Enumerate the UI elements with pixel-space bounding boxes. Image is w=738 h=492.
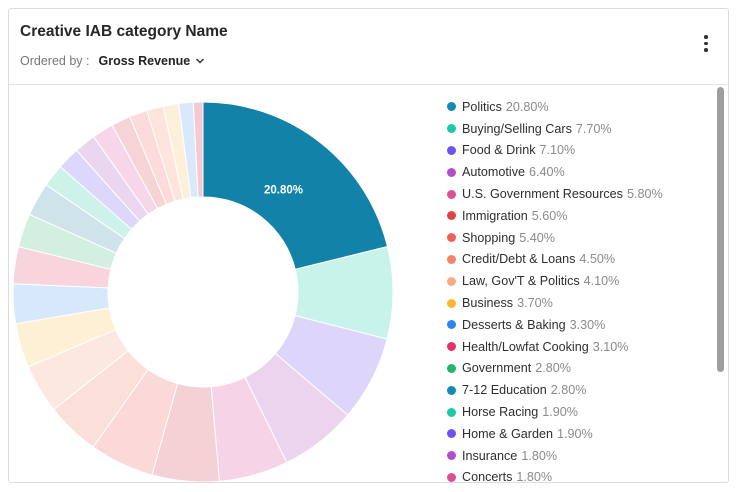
legend-item[interactable]: U.S. Government Resources 5.80% [447, 183, 712, 205]
legend-label: Automotive [462, 165, 525, 180]
legend-swatch [447, 276, 456, 286]
legend-item[interactable]: Politics 20.80% [447, 96, 712, 118]
legend-value: 20.80% [505, 99, 549, 114]
legend-item[interactable]: 7-12 Education 2.80% [447, 379, 712, 401]
legend-item[interactable]: Insurance 1.80% [447, 445, 712, 467]
legend-value: 2.80% [550, 383, 587, 398]
legend-label: Food & Drink [462, 143, 536, 158]
legend-label: 7-12 Education [462, 383, 547, 398]
legend-item[interactable]: Shopping 5.40% [447, 227, 712, 249]
legend-value: 6.40% [529, 165, 565, 180]
legend-value: 5.40% [519, 230, 555, 245]
legend-value: 4.10% [583, 274, 620, 289]
legend-scrollbar[interactable] [717, 87, 724, 372]
chart-card: Creative IAB category Name Ordered by : … [8, 8, 729, 483]
legend-swatch [447, 211, 456, 221]
legend-swatch [447, 472, 456, 482]
donut-chart: 20.80% [12, 101, 394, 482]
legend-value: 3.10% [592, 339, 629, 354]
legend-label: Insurance [462, 448, 518, 463]
legend-label: Politics [462, 99, 502, 114]
legend-value: 5.80% [626, 187, 663, 202]
legend-label: Business [462, 296, 514, 311]
legend-item[interactable]: Desserts & Baking 3.30% [447, 314, 712, 336]
legend-label: U.S. Government Resources [462, 187, 623, 202]
legend-swatch [447, 298, 456, 308]
legend-item[interactable]: Credit/Debt & Loans 4.50% [447, 249, 712, 271]
order-by-label: Ordered by : [20, 54, 90, 68]
legend-swatch [447, 233, 456, 243]
legend-item[interactable]: Government 2.80% [447, 358, 712, 380]
legend-swatch [447, 254, 456, 264]
legend-swatch [447, 320, 456, 330]
legend-swatch [447, 102, 456, 112]
legend-value: 1.80% [516, 470, 553, 483]
card-header: Creative IAB category Name Ordered by : … [9, 9, 728, 85]
legend-value: 7.10% [539, 143, 576, 158]
pie-slice[interactable] [202, 101, 389, 270]
legend-swatch [447, 145, 456, 155]
legend-label: Home & Garden [462, 426, 553, 441]
legend-label: Credit/Debt & Loans [462, 252, 576, 267]
legend-value: 2.80% [535, 361, 572, 376]
legend-value: 4.50% [579, 252, 616, 267]
legend-swatch [447, 407, 456, 417]
legend-value: 5.60% [531, 208, 568, 223]
legend-item[interactable]: Concerts 1.80% [447, 467, 712, 483]
legend-item[interactable]: Food & Drink 7.10% [447, 140, 712, 162]
legend-item[interactable]: Immigration 5.60% [447, 205, 712, 227]
legend-label: Government [462, 361, 532, 376]
legend-item[interactable]: Law, Gov'T & Politics 4.10% [447, 270, 712, 292]
legend-label: Buying/Selling Cars [462, 121, 572, 136]
order-by-value: Gross Revenue [98, 54, 191, 68]
legend-item[interactable]: Health/Lowfat Cooking 3.10% [447, 336, 712, 358]
legend-value: 3.30% [569, 317, 606, 332]
legend-swatch [447, 363, 456, 373]
legend-swatch [447, 124, 456, 134]
legend-swatch [447, 167, 456, 177]
legend-label: Horse Racing [462, 405, 539, 420]
legend-swatch [447, 342, 456, 352]
legend-label: Law, Gov'T & Politics [462, 274, 580, 289]
legend-swatch [447, 189, 456, 199]
order-by-row: Ordered by : Gross Revenue [20, 54, 205, 68]
legend-label: Health/Lowfat Cooking [462, 339, 589, 354]
legend-swatch [447, 385, 456, 395]
legend-value: 7.70% [575, 121, 612, 136]
legend-item[interactable]: Automotive 6.40% [447, 161, 712, 183]
legend-label: Immigration [462, 208, 528, 223]
pie-slice[interactable] [192, 101, 204, 198]
slice-data-label: 20.80% [264, 184, 303, 196]
order-by-dropdown[interactable]: Gross Revenue [98, 54, 205, 68]
chevron-down-icon [196, 58, 205, 64]
legend-item[interactable]: Business 3.70% [447, 292, 712, 314]
legend-label: Desserts & Baking [462, 317, 566, 332]
legend-value: 3.70% [517, 296, 553, 311]
legend-item[interactable]: Buying/Selling Cars 7.70% [447, 118, 712, 140]
legend-item[interactable]: Horse Racing 1.90% [447, 401, 712, 423]
legend-value: 1.80% [521, 448, 558, 463]
card-title: Creative IAB category Name [20, 23, 228, 40]
legend-swatch [447, 451, 456, 461]
legend-value: 1.90% [542, 405, 579, 420]
more-options-icon[interactable] [702, 35, 710, 55]
legend-swatch [447, 429, 456, 439]
legend-item[interactable]: Home & Garden 1.90% [447, 423, 712, 445]
legend-label: Shopping [462, 230, 516, 245]
legend-value: 1.90% [557, 426, 593, 441]
chart-legend: Politics 20.80% Buying/Selling Cars 7.70% Fo… [447, 96, 712, 483]
legend-label: Concerts [462, 470, 513, 483]
